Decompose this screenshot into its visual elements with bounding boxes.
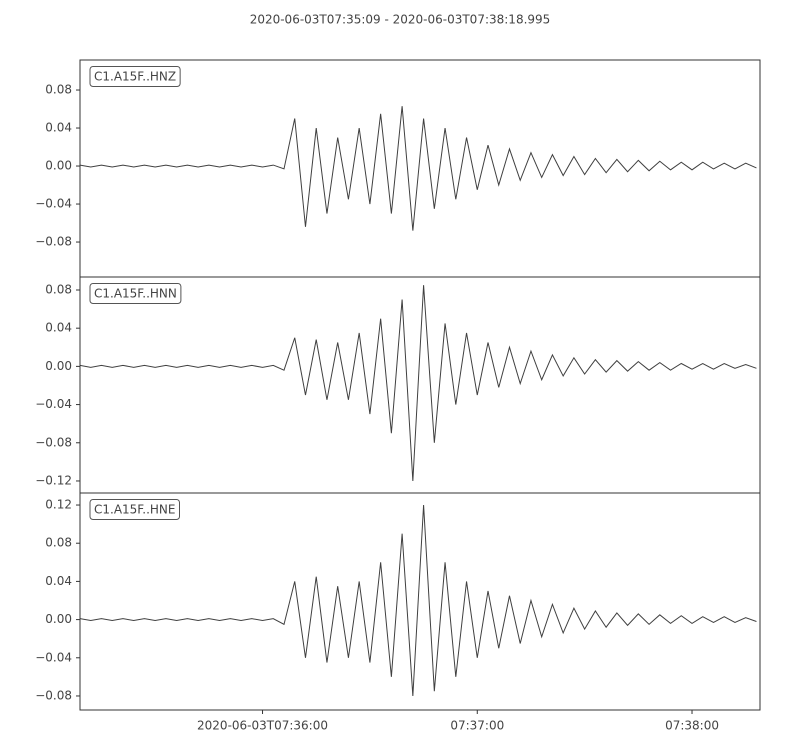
y-tick-label: 0.00 [45, 612, 72, 626]
y-tick-label: 0.04 [45, 121, 72, 135]
y-tick-label: 0.00 [45, 359, 72, 373]
figure-title: 2020-06-03T07:35:09 - 2020-06-03T07:38:1… [250, 13, 551, 27]
x-tick-label: 07:37:00 [450, 719, 504, 733]
y-tick-label: −0.08 [35, 688, 72, 702]
trace-label: C1.A15F..HNE [94, 503, 176, 517]
y-tick-label: 0.04 [45, 321, 72, 335]
y-tick-label: 0.00 [45, 159, 72, 173]
panel-frame [79, 492, 761, 711]
y-tick-label: 0.08 [45, 536, 72, 550]
trace-label: C1.A15F..HNN [94, 287, 177, 301]
x-tick-label: 2020-06-03T07:36:00 [197, 719, 328, 733]
y-tick-label: −0.04 [35, 650, 72, 664]
waveform [79, 106, 757, 231]
y-tick-label: −0.12 [35, 473, 72, 487]
trace-label-box [89, 499, 180, 520]
waveform [79, 285, 757, 481]
y-tick-label: 0.04 [45, 574, 72, 588]
panel-frame [79, 59, 761, 278]
y-tick-label: −0.08 [35, 235, 72, 249]
panel-frame [79, 276, 761, 494]
x-tick-label: 07:38:00 [665, 719, 719, 733]
y-tick-label: −0.04 [35, 397, 72, 411]
trace-label-box [89, 66, 181, 87]
y-tick-label: 0.08 [45, 83, 72, 97]
y-tick-label: 0.08 [45, 282, 72, 296]
trace-label: C1.A15F..HNZ [94, 70, 176, 84]
y-tick-label: −0.04 [35, 197, 72, 211]
waveform [79, 505, 757, 697]
y-tick-label: −0.08 [35, 435, 72, 449]
y-tick-label: 0.12 [45, 498, 72, 512]
trace-label-box [89, 283, 182, 304]
